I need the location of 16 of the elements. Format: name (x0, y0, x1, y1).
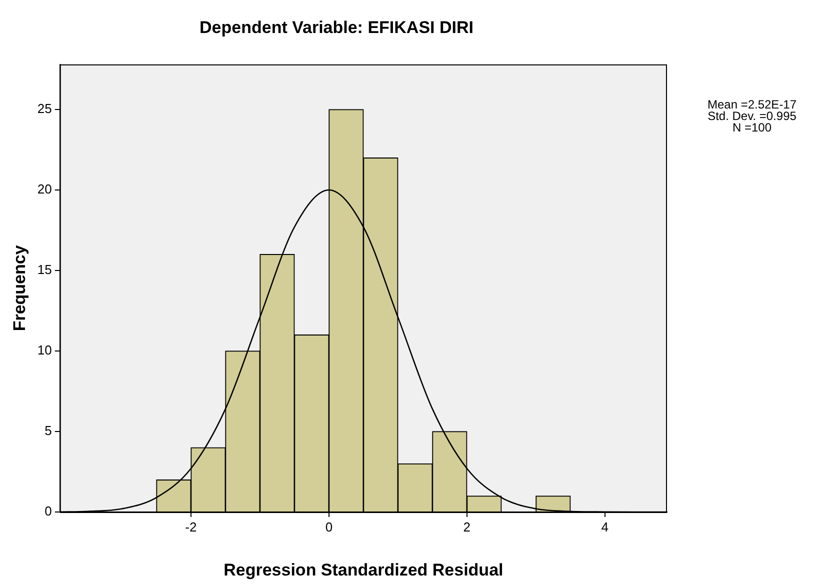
y-tick-label: 10 (37, 342, 52, 358)
text: Mean =2.52E-17 (707, 97, 797, 112)
text: N =100 (732, 120, 772, 134)
x-tick-label: -2 (185, 519, 197, 534)
chart-title: Dependent Variable: EFIKASI DIRI (200, 18, 474, 37)
text: Std. Dev. =0.995 (708, 108, 797, 123)
x-tick-label: 4 (601, 519, 609, 534)
y-tick-label: 5 (44, 423, 52, 438)
y-tick-label: 15 (37, 262, 52, 278)
y-tick-label: 25 (37, 101, 52, 116)
x-tick-label: 0 (325, 519, 333, 534)
x-tick-label: 2 (463, 519, 471, 534)
y-tick-label: 20 (37, 182, 52, 197)
y-tick-label: 0 (44, 504, 52, 519)
y-axis-title: Frequency (10, 244, 29, 332)
x-axis-title: Regression Standardized Residual (224, 560, 504, 580)
